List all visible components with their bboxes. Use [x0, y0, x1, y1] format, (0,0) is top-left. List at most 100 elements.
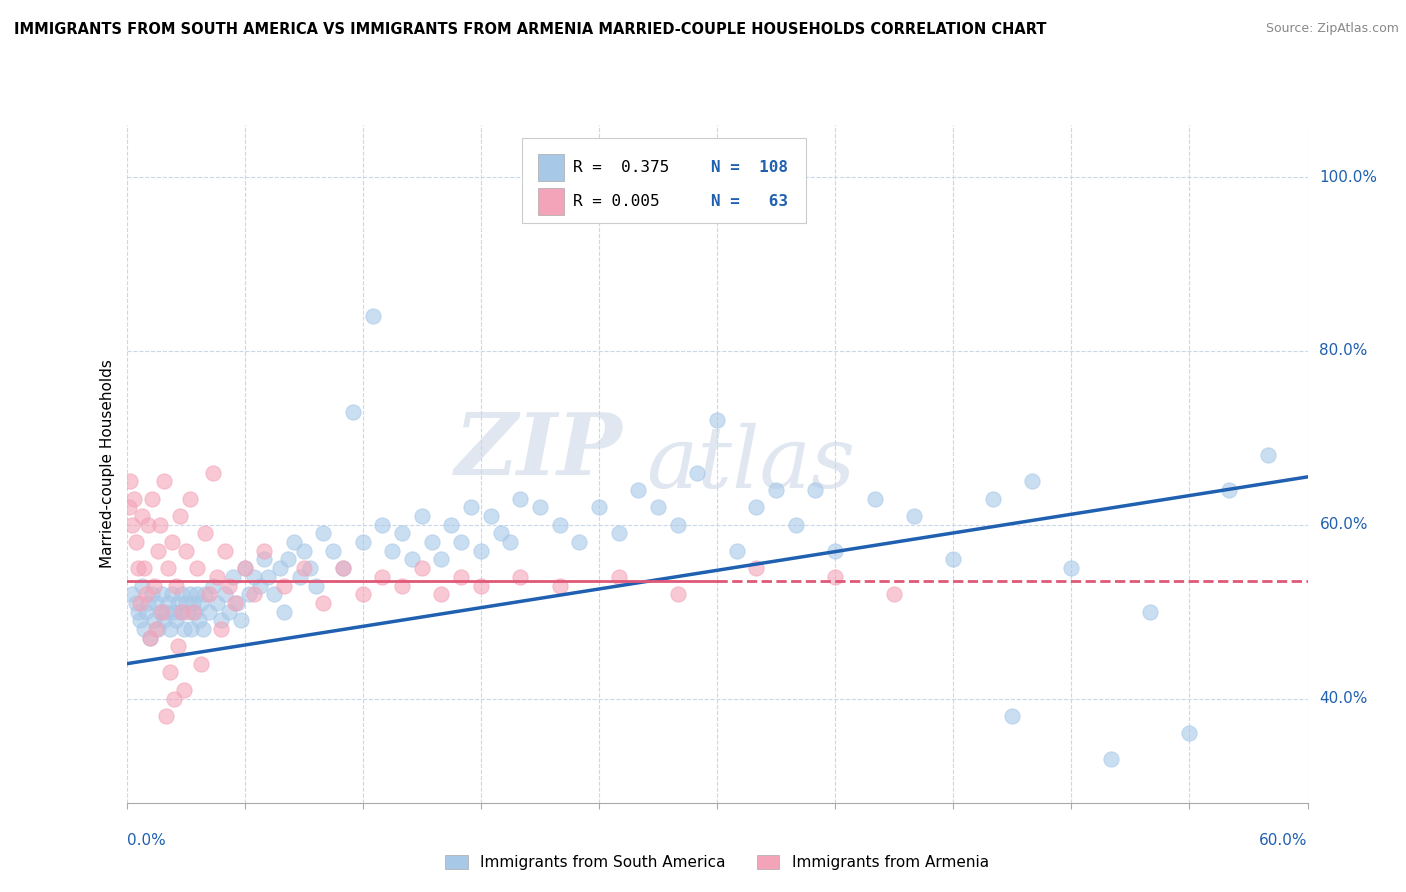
Point	[1060, 561, 1083, 575]
Point	[150, 605, 173, 619]
Point	[143, 578, 166, 592]
Point	[352, 535, 374, 549]
Point	[159, 622, 181, 636]
Point	[253, 543, 276, 558]
Point	[173, 622, 195, 636]
Point	[706, 413, 728, 427]
Point	[666, 517, 689, 532]
Point	[470, 578, 492, 592]
Point	[233, 561, 256, 575]
Point	[411, 508, 433, 523]
Point	[607, 570, 630, 584]
Point	[120, 474, 142, 488]
Point	[273, 605, 295, 619]
Point	[745, 500, 768, 515]
Point	[391, 578, 413, 592]
Bar	[537, 188, 564, 215]
Point	[883, 587, 905, 601]
Point	[499, 535, 522, 549]
Point	[273, 578, 295, 592]
Point	[163, 691, 186, 706]
Point	[401, 552, 423, 566]
Point	[183, 596, 205, 610]
Point	[263, 587, 285, 601]
Point	[121, 587, 143, 601]
Point	[160, 535, 183, 549]
Text: Source: ZipAtlas.com: Source: ZipAtlas.com	[1265, 22, 1399, 36]
Point	[153, 613, 176, 627]
Point	[156, 596, 179, 610]
Point	[361, 309, 384, 323]
Bar	[537, 154, 564, 181]
Point	[332, 561, 354, 575]
Point	[176, 605, 198, 619]
Point	[548, 578, 571, 592]
Point	[170, 587, 193, 601]
Point	[450, 535, 472, 549]
Point	[165, 613, 187, 627]
Text: N =   63: N = 63	[711, 194, 789, 209]
Point	[312, 526, 335, 541]
Point	[322, 543, 344, 558]
Point	[146, 543, 169, 558]
Point	[342, 405, 364, 419]
Text: 40.0%: 40.0%	[1319, 691, 1368, 706]
Point	[141, 587, 163, 601]
Point	[332, 561, 354, 575]
Point	[509, 491, 531, 506]
Point	[155, 605, 177, 619]
Point	[179, 491, 201, 506]
Point	[298, 561, 321, 575]
Point	[198, 605, 221, 619]
Text: atlas: atlas	[647, 423, 855, 505]
Point	[135, 587, 157, 601]
Point	[139, 631, 162, 645]
Point	[745, 561, 768, 575]
Point	[202, 466, 225, 480]
Point	[134, 561, 156, 575]
Point	[202, 578, 225, 592]
Point	[131, 578, 153, 592]
Legend: Immigrants from South America, Immigrants from Armenia: Immigrants from South America, Immigrant…	[439, 849, 995, 877]
Point	[288, 570, 311, 584]
Point	[224, 596, 246, 610]
Text: 80.0%: 80.0%	[1319, 343, 1368, 359]
Point	[121, 517, 143, 532]
Point	[117, 500, 139, 515]
Point	[214, 587, 236, 601]
Point	[139, 631, 162, 645]
Point	[170, 605, 193, 619]
Point	[209, 622, 232, 636]
Point	[225, 596, 247, 610]
Point	[222, 570, 245, 584]
Point	[1099, 752, 1122, 766]
Point	[229, 613, 252, 627]
Point	[149, 517, 172, 532]
Point	[627, 483, 650, 497]
Point	[352, 587, 374, 601]
Point	[136, 596, 159, 610]
Point	[249, 578, 271, 592]
Point	[160, 587, 183, 601]
Point	[173, 682, 195, 697]
Point	[479, 508, 502, 523]
Point	[129, 596, 152, 610]
Point	[179, 587, 201, 601]
Point	[180, 622, 202, 636]
Point	[145, 622, 167, 636]
Point	[238, 587, 260, 601]
Point	[304, 578, 326, 592]
Point	[188, 613, 211, 627]
Point	[1218, 483, 1240, 497]
Point	[509, 570, 531, 584]
Point	[233, 561, 256, 575]
Point	[450, 570, 472, 584]
Point	[277, 552, 299, 566]
Point	[143, 613, 166, 627]
Point	[765, 483, 787, 497]
Text: ZIP: ZIP	[454, 409, 623, 492]
Point	[194, 587, 217, 601]
Text: 60.0%: 60.0%	[1260, 833, 1308, 848]
Point	[411, 561, 433, 575]
Point	[149, 605, 172, 619]
